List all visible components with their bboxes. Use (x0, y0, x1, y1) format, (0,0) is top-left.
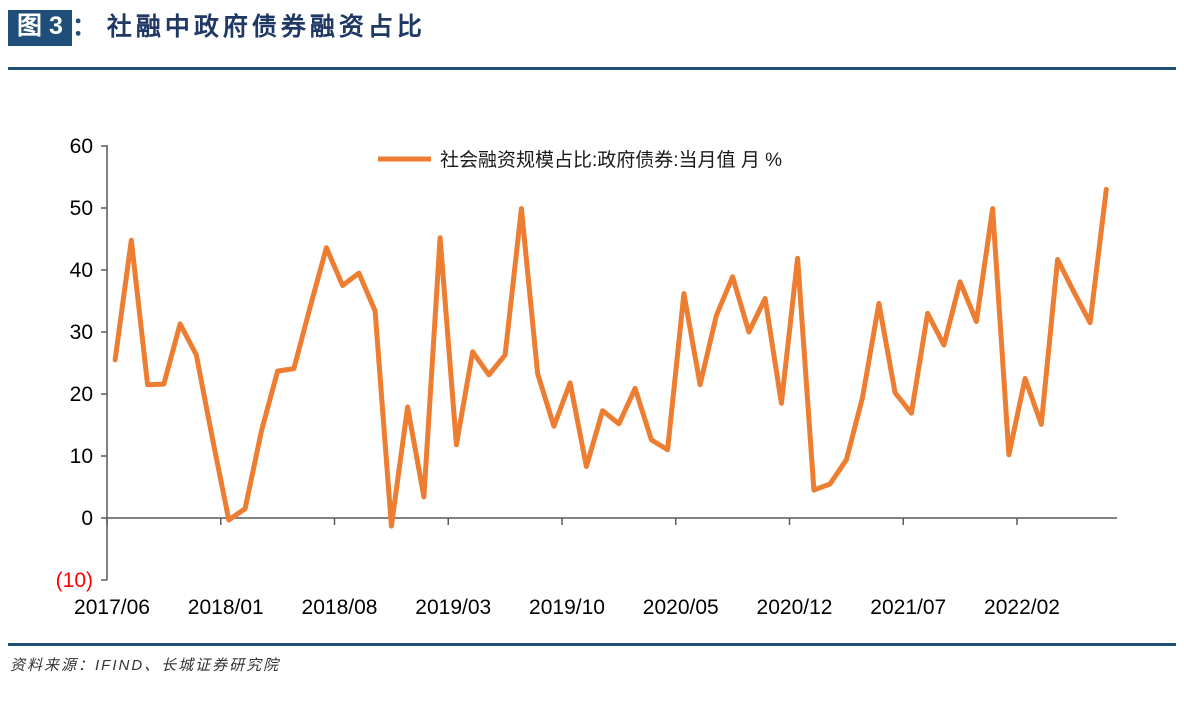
figure-title-colon: ： (71, 13, 97, 41)
x-tick-label: 2019/10 (529, 596, 605, 619)
y-tick-label: 30 (70, 321, 93, 344)
figure-number-badge: 图 3 (8, 10, 72, 46)
data-line-series (112, 186, 1109, 529)
line-chart: 社会融资规模占比:政府债券:当月值 月 % 60 50 40 30 20 10 0 (10) 2… (56, 135, 1117, 619)
x-tick-label: 2019/03 (415, 596, 491, 619)
y-tick-label: 10 (70, 445, 93, 468)
top-divider (8, 67, 1176, 70)
y-tick-label: 0 (81, 507, 93, 530)
x-tick-label: 2022/02 (984, 596, 1060, 619)
y-tick-label: (10) (56, 569, 93, 592)
legend-label: 社会融资规模占比:政府债券:当月值 月 % (440, 149, 782, 171)
x-tick-label: 2020/05 (643, 596, 719, 619)
figure-title: 社融中政府债券融资占比 (106, 13, 426, 41)
source-text: 资料来源：IFIND、长城证券研究院 (10, 657, 281, 674)
x-tick-label: 2017/06 (74, 596, 150, 619)
y-tick-label: 50 (70, 197, 93, 220)
y-tick-label: 40 (70, 259, 93, 282)
x-tick-label: 2020/12 (757, 596, 833, 619)
figure-header: 图 3 ： 社融中政府债券融资占比 (8, 10, 426, 46)
y-tick-label: 20 (70, 383, 93, 406)
x-tick-label: 2021/07 (870, 596, 946, 619)
bottom-divider (8, 643, 1176, 646)
x-tick-label: 2018/01 (188, 596, 264, 619)
x-tick-label: 2018/08 (302, 596, 378, 619)
y-tick-label: 60 (70, 135, 93, 158)
